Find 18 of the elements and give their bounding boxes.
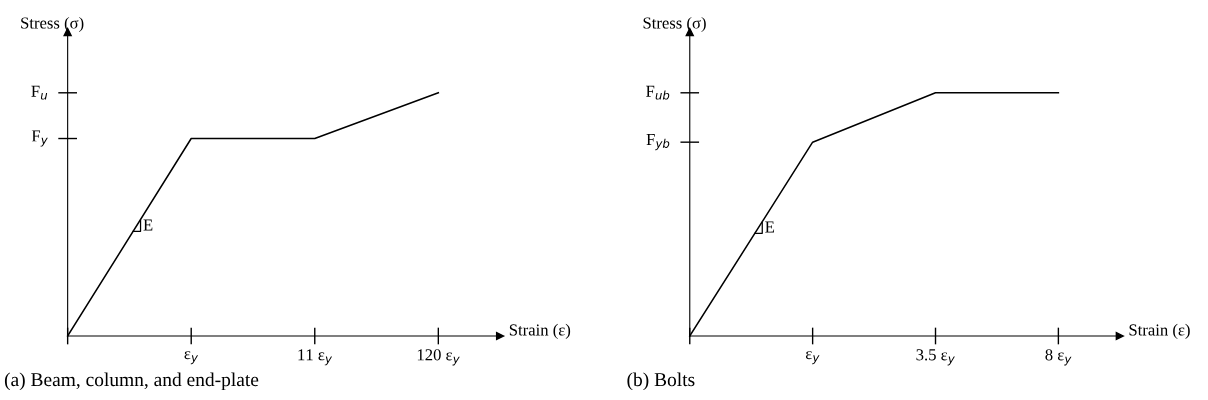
annotation: E — [765, 221, 775, 233]
x-tick-label: 3.5 ε$_{y}$ — [916, 349, 955, 366]
annotation: E — [143, 219, 153, 231]
x-tick-label: 120 ε$_{y}$ — [417, 349, 460, 366]
x-axis-title: Strain (ε) — [1129, 323, 1190, 339]
text: F$_{y}$ — [31, 130, 48, 147]
text: (b) Bolts — [627, 372, 695, 391]
x-tick-label: ε$_{y}$ — [805, 351, 820, 365]
text: F$_{ub}$ — [646, 85, 670, 100]
x-tick-label: 11 ε$_{y}$ — [298, 349, 333, 366]
x-tick-label: ε$_{y}$ — [184, 351, 199, 365]
text: F$_{u}$ — [31, 85, 48, 100]
x-tick-label: 8 ε$_{y}$ — [1045, 349, 1072, 366]
text: (a) Beam, column, and end-plate — [4, 372, 259, 391]
y-axis-title: Stress (σ) — [21, 16, 84, 32]
y-axis-title: Stress (σ) — [643, 16, 706, 32]
x-axis-title: Strain (ε) — [509, 323, 571, 339]
text: F$_{yb}$ — [646, 134, 670, 151]
